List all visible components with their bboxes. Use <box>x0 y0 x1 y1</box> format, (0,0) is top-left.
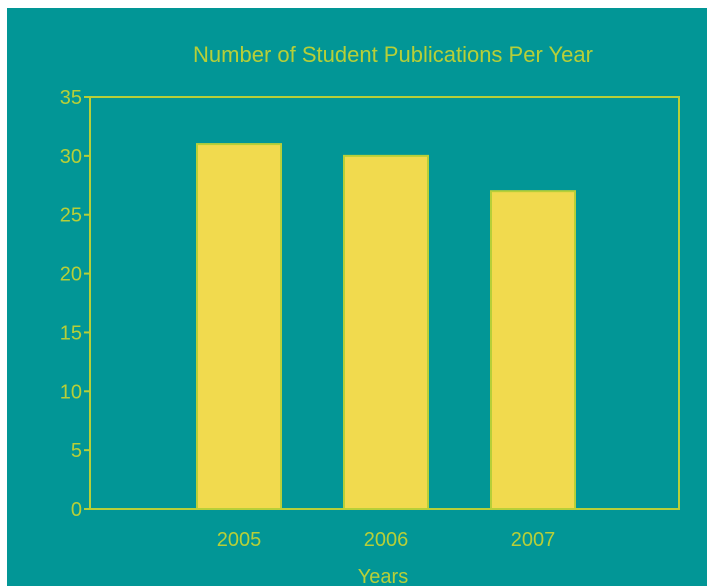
y-tick-label: 5 <box>71 440 82 462</box>
y-tick-label: 10 <box>60 381 82 403</box>
x-axis-label: Years <box>358 566 408 586</box>
x-axis: 2005 2006 2007 <box>217 529 556 551</box>
bar-2007 <box>490 190 576 511</box>
bar-chart: Number of Student Publications Per Year … <box>60 42 680 586</box>
x-tick-label: 2005 <box>217 529 262 551</box>
bars <box>196 143 576 511</box>
x-tick-label: 2006 <box>364 529 409 551</box>
bar-2006 <box>343 154 429 510</box>
y-tick-label: 35 <box>60 87 82 109</box>
y-tick-label: 0 <box>71 499 82 521</box>
y-tick-label: 20 <box>60 264 82 286</box>
y-tick-label: 30 <box>60 146 82 168</box>
chart-title: Number of Student Publications Per Year <box>193 42 593 67</box>
y-tick-label: 15 <box>60 322 82 344</box>
x-tick-label: 2007 <box>511 529 556 551</box>
y-tick-label: 25 <box>60 205 82 227</box>
chart-panel: Number of Student Publications Per Year … <box>7 8 707 586</box>
bar-2005 <box>196 143 282 510</box>
y-axis: 0 5 10 15 20 25 30 35 <box>60 87 90 521</box>
